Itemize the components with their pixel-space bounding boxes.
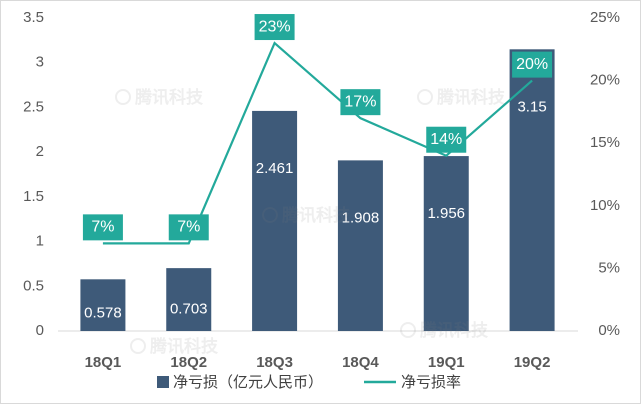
y-axis-tick-label: 0.5 [23, 277, 44, 294]
rate-label-18q1: 7% [82, 214, 123, 241]
y2-axis-tick-label: 5% [598, 259, 620, 276]
y2-axis-tick-label: 15% [590, 134, 620, 151]
legend-swatch-net-loss [157, 376, 169, 388]
legend: 净亏损（亿元人民币） 净亏损率 [157, 374, 461, 391]
x-axis-tick-label-19q1: 19Q1 [428, 354, 465, 371]
bar-value-label-18q4: 1.908 [342, 209, 380, 226]
y-axis-tick-label: 1.5 [23, 188, 44, 205]
watermark-text: 腾讯科技 [282, 205, 351, 225]
rate-label-text: 7% [177, 219, 200, 236]
bar-value-label-19q1: 1.956 [427, 205, 465, 222]
legend-label-net-loss-rate: 净亏损率 [401, 374, 461, 391]
rate-label-text: 23% [259, 18, 291, 35]
watermark-logo-icon [130, 338, 146, 354]
rate-label-text: 17% [344, 93, 376, 110]
watermark-logo-icon [262, 207, 278, 223]
y2-axis-tick-label: 10% [590, 197, 620, 214]
rate-label-box [82, 214, 123, 241]
watermark-text: 腾讯科技 [150, 336, 219, 356]
bar-value-label-18q1: 0.578 [84, 304, 122, 321]
bar-18q1 [80, 279, 126, 331]
bar-19q1 [423, 156, 469, 331]
rate-label-text: 14% [430, 131, 462, 148]
bar-18q4 [337, 160, 383, 331]
rate-label-19q2: 20% [512, 51, 553, 78]
y2-axis-tick-label: 0% [598, 322, 620, 339]
axes: 0 0.5 1 1.5 2 2.5 3 3.5 0% 5% 10% 15% 20% 25% 18Q1 18Q2… [23, 9, 620, 371]
watermark-text: 腾讯科技 [135, 87, 204, 107]
rate-label-19q1: 14% [426, 126, 467, 153]
x-axis-tick-label-18q2: 18Q2 [170, 354, 207, 371]
bar-18q2 [166, 268, 212, 331]
x-axis-tick-label-18q4: 18Q4 [342, 354, 379, 371]
rate-label-text: 20% [516, 56, 548, 73]
rate-data-labels: 7% 7% 23% 17% 14% 20% [82, 14, 553, 241]
watermark-text: 腾讯科技 [420, 320, 489, 340]
rate-label-box [340, 89, 381, 116]
rate-label-text: 7% [91, 219, 114, 236]
y-axis-tick-label: 1 [36, 233, 44, 250]
x-axis-tick-label-18q1: 18Q1 [85, 354, 122, 371]
rate-label-18q4: 17% [340, 89, 381, 116]
bar-value-label-18q3: 2.461 [256, 160, 294, 177]
legend-label-net-loss: 净亏损（亿元人民币） [173, 374, 323, 391]
x-axis-tick-label-18q3: 18Q3 [256, 354, 293, 371]
watermark-logo-icon [115, 89, 131, 105]
y-axis-tick-label: 3 [36, 54, 44, 71]
bar-series: 0.578 0.703 2.461 1.908 1.956 3.15 [80, 49, 555, 332]
bar-18q3 [252, 110, 298, 331]
watermark-logo-icon [417, 89, 433, 105]
rate-label-box [168, 214, 209, 241]
rate-label-18q2: 7% [168, 214, 209, 241]
bar-19q2 [509, 49, 555, 332]
rate-label-box [426, 126, 467, 153]
y2-axis-tick-label: 25% [590, 9, 620, 26]
rate-label-18q3: 23% [254, 14, 295, 41]
watermark-logo-icon [400, 322, 416, 338]
rate-label-box [254, 14, 295, 41]
y-axis-tick-label: 2 [36, 143, 44, 160]
rate-label-box [512, 51, 553, 78]
y-axis-tick-label: 3.5 [23, 9, 44, 26]
x-axis-tick-label-19q2: 19Q2 [514, 354, 551, 371]
bar-value-label-19q2: 3.15 [517, 98, 546, 115]
watermark-text: 腾讯科技 [437, 87, 506, 107]
y-axis-tick-label: 0 [36, 322, 44, 339]
bar-value-label-18q2: 0.703 [170, 301, 208, 318]
y2-axis-tick-label: 20% [590, 72, 620, 89]
y-axis-tick-label: 2.5 [23, 98, 44, 115]
